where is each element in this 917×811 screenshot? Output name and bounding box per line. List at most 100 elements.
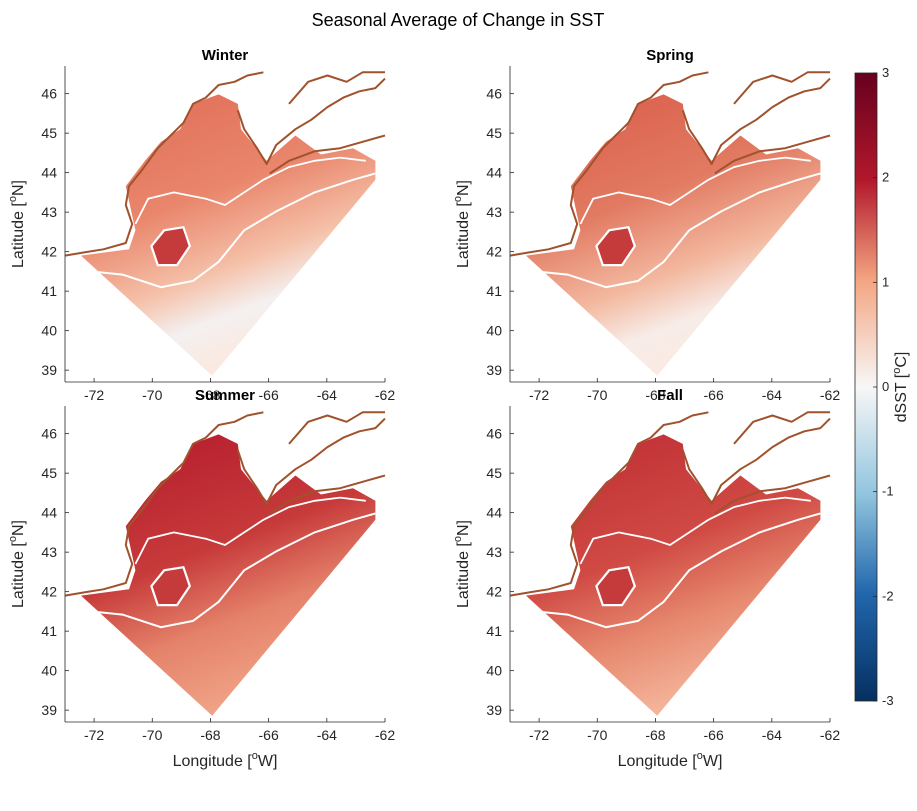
colorbar-label: dSST [oC] (891, 352, 910, 423)
colorbar-tick-label: 1 (882, 274, 889, 289)
sst-field (526, 94, 821, 376)
y-tick-label: 44 (486, 165, 502, 181)
x-tick-label: -68 (645, 727, 665, 743)
colorbar-tick-label: 0 (882, 379, 889, 394)
coastline (269, 474, 386, 515)
y-tick-label: 46 (41, 426, 57, 442)
panel-title: Summer (195, 387, 255, 404)
x-tick-label: -62 (375, 387, 395, 403)
y-tick-label: 42 (486, 584, 502, 600)
panel-title: Fall (657, 387, 683, 404)
bank-region (595, 565, 637, 607)
map-panel-fall: -72 -70 -68 -66 -64 -62 46 45 44 43 42 41 40 39 Fall La… (452, 387, 840, 770)
figure-title: Seasonal Average of Change in SST (312, 10, 605, 30)
y-axis-label: Latitude [oN] (7, 180, 27, 268)
bank-region (595, 225, 637, 267)
map-panel-spring: -72 -70 -68 -66 -64 -62 46 45 44 43 42 41 40 39 Spring… (452, 47, 840, 403)
colorbar-ticks: 3 2 1 0 -1 -2 -3 (873, 65, 894, 708)
x-tick-label: -72 (529, 727, 549, 743)
x-tick-label: -68 (200, 387, 220, 403)
colorbar-tick-label: -2 (882, 588, 894, 603)
x-tick-label: -72 (529, 387, 549, 403)
y-tick-label: 42 (41, 244, 57, 260)
x-axis-label: Longitude [oW] (618, 750, 723, 770)
y-tick-label: 41 (486, 283, 502, 299)
x-tick-label: -66 (704, 387, 724, 403)
sst-contour (134, 496, 366, 565)
y-tick-label: 43 (41, 544, 57, 560)
x-tick-label: -70 (142, 387, 162, 403)
sst-contour (579, 156, 811, 225)
coastline (681, 417, 831, 505)
colorbar-tick-label: 2 (882, 170, 889, 185)
colorbar-tick-label: 3 (882, 65, 889, 80)
x-tick-label: -66 (259, 387, 279, 403)
coastline (64, 411, 264, 597)
colorbar: 3 2 1 0 -1 -2 -3 dSST [oC] (854, 65, 910, 708)
x-tick-label: -72 (84, 727, 104, 743)
y-tick-label: 44 (41, 165, 57, 181)
y-tick-label: 39 (486, 362, 502, 378)
map-panel-summer: -72 -70 -68 -66 -64 -62 46 45 44 43 42 41 40 39 Summer… (7, 387, 395, 770)
coastline (714, 134, 831, 175)
x-tick-label: -70 (587, 727, 607, 743)
coastline (681, 77, 831, 165)
y-axis-label: Latitude [oN] (452, 180, 472, 268)
sst-field (526, 434, 821, 716)
y-tick-label: 40 (41, 663, 57, 679)
sst-contour (535, 512, 821, 629)
coastline (236, 77, 386, 165)
coastline (236, 417, 386, 505)
y-tick-label: 42 (486, 244, 502, 260)
x-tick-label: -62 (820, 727, 840, 743)
y-tick-label: 45 (41, 465, 57, 481)
sst-contour (90, 172, 376, 289)
y-tick-label: 42 (41, 584, 57, 600)
y-tick-label: 40 (41, 323, 57, 339)
coastline (733, 71, 830, 105)
sst-field (81, 94, 376, 376)
sst-contour (535, 172, 821, 289)
y-axis-label: Latitude [oN] (452, 520, 472, 608)
panel-title: Spring (646, 47, 694, 64)
x-tick-label: -64 (762, 727, 782, 743)
coastline (714, 474, 831, 515)
x-tick-label: -62 (820, 387, 840, 403)
y-tick-label: 41 (486, 623, 502, 639)
y-tick-label: 43 (41, 204, 57, 220)
y-tick-label: 45 (486, 465, 502, 481)
y-axis-label: Latitude [oN] (7, 520, 27, 608)
y-tick-label: 45 (41, 125, 57, 141)
colorbar-tick-label: -1 (882, 484, 894, 499)
coastline (509, 411, 709, 597)
y-tick-label: 45 (486, 125, 502, 141)
y-tick-label: 43 (486, 204, 502, 220)
panel-title: Winter (202, 47, 249, 64)
y-tick-label: 46 (41, 86, 57, 102)
bank-region (150, 225, 192, 267)
sst-contour (90, 512, 376, 629)
y-tick-label: 39 (41, 702, 57, 718)
x-tick-label: -64 (317, 727, 337, 743)
coastline (509, 71, 709, 257)
x-axis-label: Longitude [oW] (173, 750, 278, 770)
bank-region (150, 565, 192, 607)
map-panel-winter: -72 -70 -68 -66 -64 -62 46 45 44 43 42 41 40 39 Winter… (7, 47, 395, 403)
coastline (269, 134, 386, 175)
x-tick-label: -66 (259, 727, 279, 743)
x-tick-label: -68 (645, 387, 665, 403)
coastline (64, 71, 264, 257)
y-tick-label: 40 (486, 663, 502, 679)
x-tick-label: -62 (375, 727, 395, 743)
x-tick-label: -70 (587, 387, 607, 403)
y-tick-label: 43 (486, 544, 502, 560)
y-tick-label: 41 (41, 623, 57, 639)
y-tick-label: 40 (486, 323, 502, 339)
y-tick-label: 44 (41, 505, 57, 521)
y-tick-label: 39 (41, 362, 57, 378)
coastline (288, 411, 385, 445)
coastline (288, 71, 385, 105)
x-tick-label: -72 (84, 387, 104, 403)
coastline (733, 411, 830, 445)
